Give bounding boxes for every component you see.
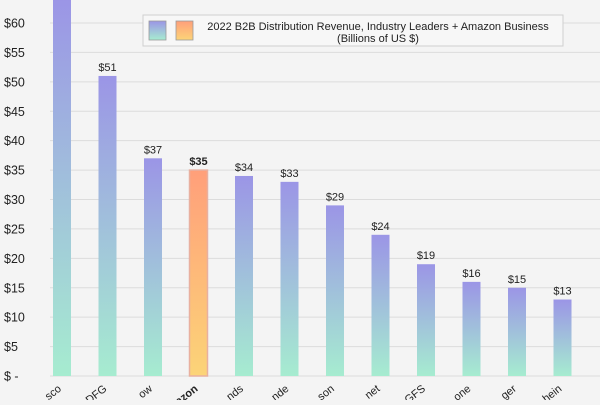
x-tick-label: ger bbox=[499, 383, 519, 400]
x-axis-tick-labels: sco DFG ow azon nds nde son net GFS one ger hein bbox=[43, 383, 565, 405]
bar-value-label: $19 bbox=[417, 250, 435, 262]
x-tick-label: son bbox=[315, 383, 336, 400]
x-tick-label: nds bbox=[224, 383, 246, 400]
bar-value-label: $13 bbox=[553, 286, 571, 298]
x-tick-label: DFG bbox=[84, 383, 110, 400]
legend: 2022 B2B Distribution Revenue, Industry … bbox=[142, 14, 564, 47]
bar-value-label: $51 bbox=[98, 62, 116, 74]
bar-8 bbox=[417, 264, 435, 376]
bar-value-label: $29 bbox=[326, 191, 344, 203]
y-tick-label: $60 bbox=[4, 17, 25, 31]
bar-value-label: $35 bbox=[189, 156, 207, 168]
bar-9 bbox=[462, 281, 481, 376]
x-tick-label: one bbox=[451, 383, 473, 400]
chart-title: 2022 B2B Distribution Revenue, Industry … bbox=[207, 21, 549, 33]
y-tick-label: $10 bbox=[4, 311, 25, 325]
y-axis-tick-labels: $ - $5 $10 $15 $20 $25 $30 $35 $40 $45 $50 $55 $60 bbox=[4, 17, 25, 384]
y-tick-label: $30 bbox=[4, 193, 25, 207]
bar-value-label: $33 bbox=[280, 168, 298, 180]
x-tick-label: ow bbox=[136, 383, 155, 400]
bar-value-label: $34 bbox=[235, 162, 253, 174]
x-tick-label: azon bbox=[173, 383, 200, 400]
x-tick-label: GFS bbox=[403, 383, 428, 400]
bar-7 bbox=[371, 234, 390, 376]
legend-swatch-industry-leaders bbox=[148, 20, 167, 41]
bar-value-label: $24 bbox=[371, 221, 389, 233]
x-tick-label: sco bbox=[43, 383, 64, 400]
y-tick-label: $45 bbox=[4, 105, 25, 119]
y-tick-label: $20 bbox=[4, 252, 25, 266]
y-tick-label: $25 bbox=[4, 222, 25, 236]
legend-box bbox=[142, 14, 564, 47]
y-tick-label: $ - bbox=[4, 370, 19, 384]
bar-6 bbox=[326, 205, 344, 376]
bar-value-label: $16 bbox=[462, 268, 480, 280]
bar-1 bbox=[98, 75, 117, 376]
x-tick-label: nde bbox=[269, 383, 291, 400]
y-tick-label: $40 bbox=[4, 134, 25, 148]
bar-10 bbox=[508, 287, 526, 376]
chart-subtitle: (Billions of US $) bbox=[337, 33, 419, 45]
data-labels: $51 $37 $35 $34 $33 $29 $24 $19 $16 $15 $13 bbox=[98, 62, 571, 298]
x-tick-label: net bbox=[363, 383, 382, 400]
bar-value-label: $37 bbox=[144, 144, 162, 156]
y-tick-label: $35 bbox=[4, 164, 25, 178]
bar-11 bbox=[553, 299, 572, 376]
legend-swatch-amazon bbox=[175, 20, 194, 41]
y-tick-label: $5 bbox=[4, 340, 18, 354]
x-tick-label: hein bbox=[541, 383, 565, 400]
bar-4 bbox=[235, 175, 253, 376]
y-tick-label: $55 bbox=[4, 46, 25, 60]
y-tick-label: $15 bbox=[4, 281, 25, 295]
bars bbox=[53, 0, 572, 377]
bar-2 bbox=[144, 158, 162, 376]
bar-5 bbox=[280, 181, 299, 376]
bar-0 bbox=[53, 0, 71, 376]
y-tick-label: $50 bbox=[4, 75, 25, 89]
bar-value-label: $15 bbox=[508, 274, 526, 286]
bar-3 bbox=[188, 169, 209, 377]
